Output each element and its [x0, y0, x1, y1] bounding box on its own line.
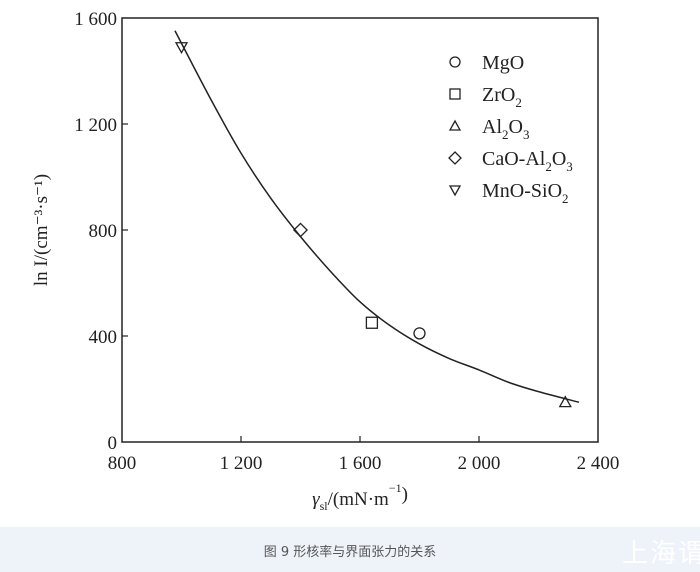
legend-marker-mgo [449, 56, 461, 68]
y-tick-label: 800 [89, 221, 118, 242]
y-tick-label: 1 600 [74, 9, 117, 30]
y-axis-label: ln I/(cm⁻³·s⁻¹) [31, 174, 52, 286]
x-tick-label: 2 000 [458, 453, 501, 474]
data-point-mno-sio2 [174, 42, 189, 54]
x-axis-label: γsl/(mN·m−1) [312, 481, 408, 513]
x-tick-label: 1 200 [220, 453, 263, 474]
data-point-zro2 [365, 316, 379, 329]
x-tick-label: 1 600 [339, 453, 382, 474]
y-tick-label: 0 [108, 433, 118, 454]
x-tick-label: 2 400 [577, 453, 620, 474]
legend-label-cao-al2o3: CaO-Al2O3 [482, 148, 573, 174]
plot-frame [121, 17, 599, 443]
data-point-al2o3 [558, 395, 572, 408]
caption-band: 图 9 形核率与界面张力的关系 上海谓 [0, 527, 700, 572]
x-tick-label: 800 [108, 453, 137, 474]
fit-curve [174, 30, 580, 403]
legend-marker-zro2 [449, 88, 461, 100]
figure-caption: 图 9 形核率与界面张力的关系 [263, 545, 437, 560]
y-tick-label: 400 [89, 327, 118, 348]
watermark: 上海谓 [621, 539, 700, 569]
legend-label-mgo: MgO [482, 52, 524, 74]
legend-label-al2o3: Al2O3 [482, 116, 529, 142]
legend-label-mno-sio2: MnO-SiO2 [482, 180, 569, 206]
legend-marker-al2o3 [448, 119, 462, 131]
chart: 800 1 200 1 600 2 000 2 400 0 400 800 1 200 1 600… [31, 9, 620, 513]
legend-marker-cao-al2o3 [448, 151, 462, 165]
legend-marker-mno-sio2 [448, 185, 462, 197]
y-tick-label: 1 200 [74, 115, 117, 136]
data-point-cao-al2o3 [292, 222, 309, 238]
data-point-mgo [413, 327, 426, 340]
legend-label-zro2: ZrO2 [482, 84, 522, 110]
